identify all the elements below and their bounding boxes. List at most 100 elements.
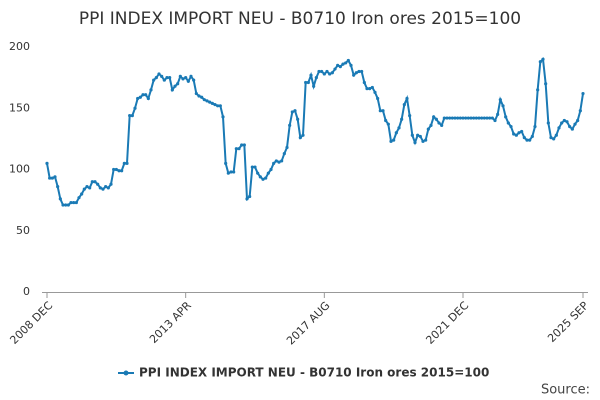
point [544,82,548,86]
point [256,171,260,175]
point [469,116,473,120]
point [325,69,329,74]
point [397,126,401,130]
point [389,139,393,143]
point [80,192,84,196]
point [192,78,196,82]
point [152,78,156,82]
point [442,116,446,120]
point [272,161,276,165]
point [194,91,198,96]
point [330,71,334,75]
point [376,96,380,101]
y-tick-label: 150 [9,101,30,114]
point [565,120,569,124]
y-tick-label: 50 [16,224,30,237]
point [208,100,212,104]
point [432,115,436,119]
point [557,126,561,130]
point [338,65,342,69]
point [573,122,577,126]
point [538,60,542,64]
point [320,69,324,74]
point [314,76,318,80]
point [458,116,462,120]
point [82,187,86,191]
point [392,138,396,142]
point [162,78,166,82]
series-line [46,57,584,207]
point [125,161,129,165]
point [437,121,441,125]
point [576,118,580,123]
point [277,160,281,164]
point [536,88,540,92]
point [77,196,81,200]
point [365,87,369,91]
point [466,116,470,120]
point [296,117,300,121]
point [226,171,230,175]
point [117,169,121,173]
point [512,132,516,136]
point [160,74,164,78]
point [472,116,476,120]
point [104,185,108,189]
point [448,116,452,120]
point [66,203,70,207]
point [336,63,340,67]
point [424,138,428,142]
point [154,76,158,80]
point [109,182,113,186]
y-tick-label: 200 [9,40,30,53]
point [461,116,465,120]
point [349,63,353,67]
point [53,175,57,179]
point [434,117,438,121]
point [197,94,201,98]
point [317,69,321,74]
point [549,136,553,140]
point [485,116,489,120]
point [264,176,268,180]
point [552,137,556,141]
y-tick-label: 0 [23,285,30,298]
point [74,200,78,205]
point [344,61,348,65]
point [520,129,524,134]
point [533,125,537,129]
point [301,133,305,137]
point [234,147,238,151]
point [280,159,284,163]
point [568,125,572,129]
source: Source: [541,383,590,398]
point [269,167,273,172]
point [509,125,513,129]
point [88,186,92,190]
point [456,116,460,120]
point [242,143,246,147]
point [394,131,398,135]
point [157,72,161,76]
point [440,123,444,127]
point [368,87,372,91]
point [421,139,425,143]
point [282,151,286,156]
point [240,143,244,147]
point [501,104,505,108]
point [98,186,102,190]
point [429,123,433,127]
point [381,109,385,113]
point [400,117,404,121]
point [141,93,145,97]
point [333,67,337,71]
point [210,101,214,105]
point [528,138,532,142]
point [69,200,73,205]
point [560,121,564,125]
point [50,176,54,180]
point [216,104,220,108]
point [250,165,254,169]
point [306,80,310,85]
point [149,88,153,92]
